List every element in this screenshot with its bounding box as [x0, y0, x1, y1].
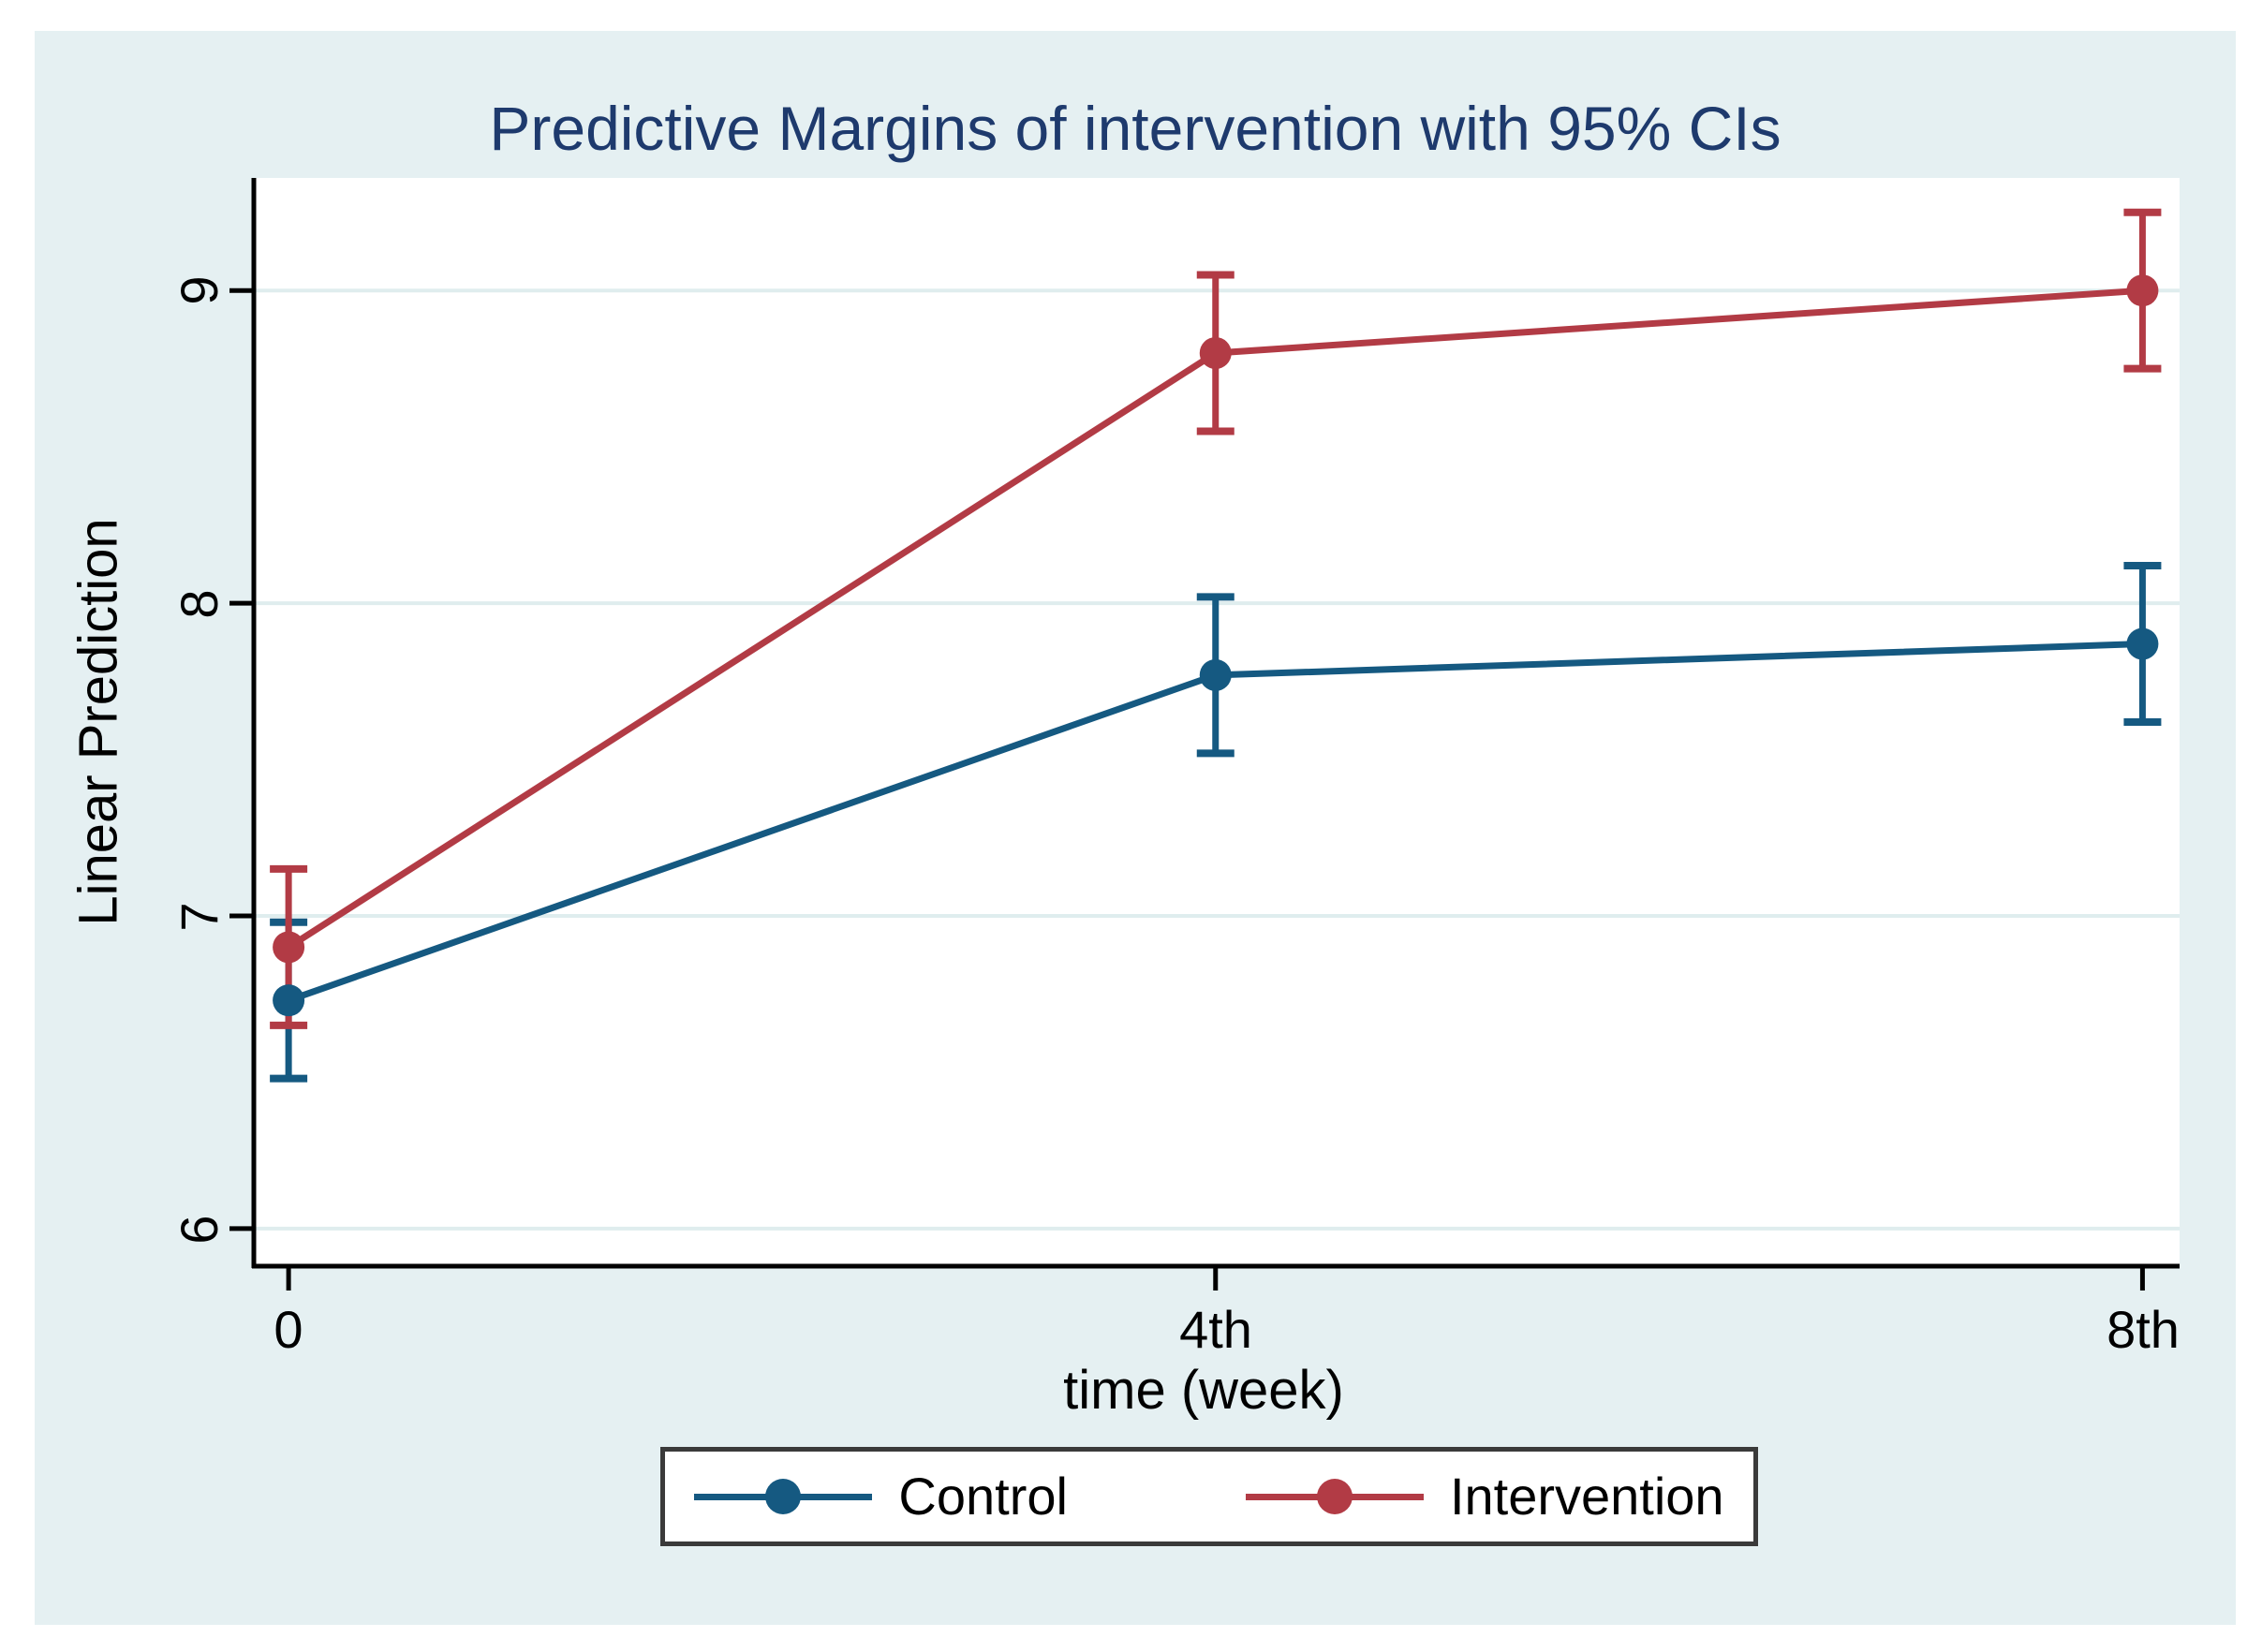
data-point-intervention	[1199, 336, 1232, 369]
legend-box: Control Intervention	[660, 1447, 1758, 1546]
x-tick-label-8th: 8th	[2107, 1300, 2180, 1359]
x-tick-label-0: 0	[274, 1300, 303, 1359]
intervention-line-swatch	[1245, 1479, 1424, 1514]
x-axis-title: time (week)	[1063, 1360, 1344, 1421]
data-point-control	[1199, 658, 1232, 691]
chart-canvas	[229, 178, 2180, 1291]
y-axis-title: Linear Prediction	[67, 518, 129, 926]
legend-label-intervention: Intervention	[1449, 1467, 1724, 1526]
chart-title: Predictive Margins of intervention with …	[489, 94, 1782, 163]
y-tick-label-7: 7	[170, 902, 229, 932]
y-tick-label-6: 6	[170, 1215, 229, 1245]
control-line-swatch	[694, 1479, 873, 1514]
chart-figure: Predictive Margins of intervention with …	[35, 31, 2236, 1625]
data-point-intervention	[273, 931, 305, 964]
legend-item-intervention: Intervention	[1245, 1467, 1724, 1526]
data-point-control	[273, 984, 305, 1017]
data-point-control	[2126, 627, 2159, 660]
y-tick-label-8: 8	[170, 589, 229, 619]
intervention-marker-icon	[1316, 1479, 1353, 1514]
data-point-intervention	[2126, 274, 2159, 307]
x-tick-label-4th: 4th	[1179, 1300, 1252, 1359]
legend-label-control: Control	[898, 1467, 1068, 1526]
y-tick-label-9: 9	[170, 275, 229, 305]
control-marker-icon	[765, 1479, 802, 1514]
legend-item-control: Control	[694, 1470, 1068, 1523]
